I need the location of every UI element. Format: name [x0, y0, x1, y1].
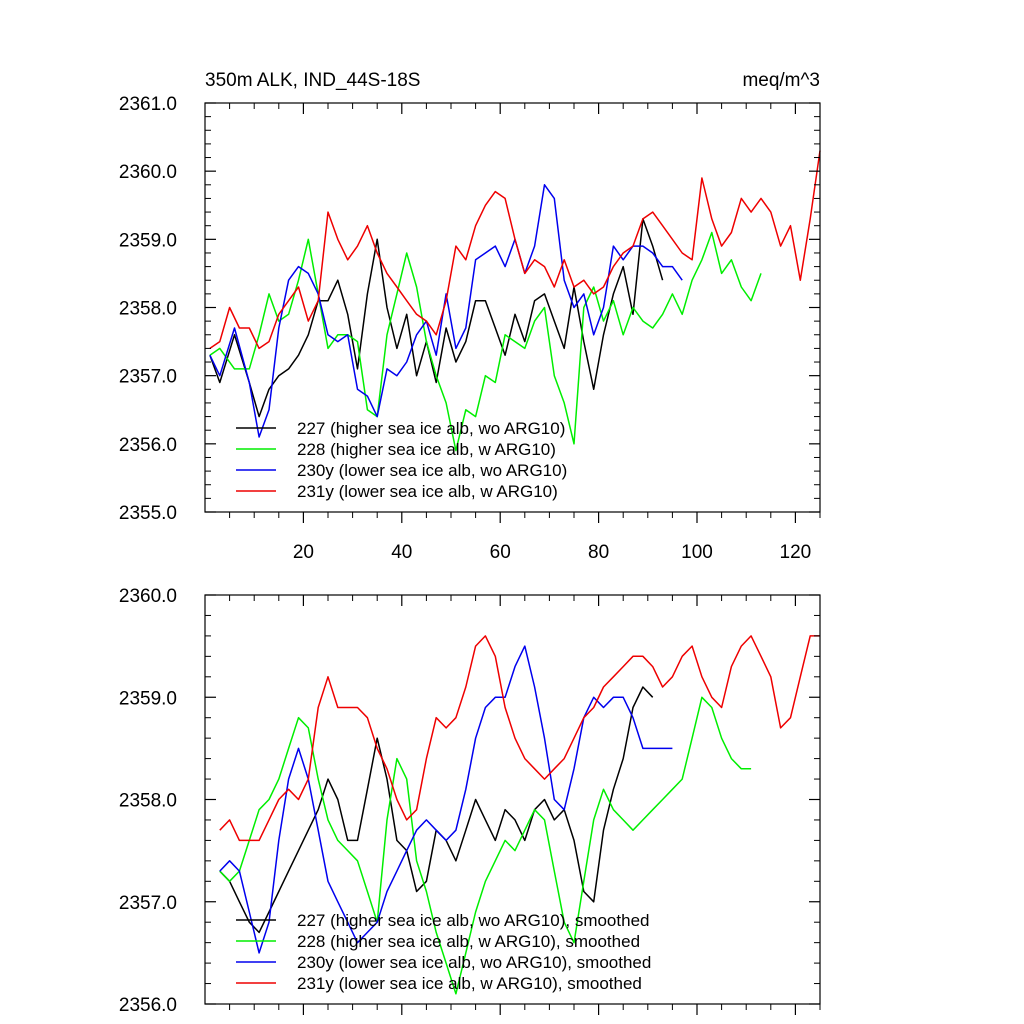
bottom-panel: 2356.0 2357.0 2358.0 2359.0 2360.0 227 (high… — [119, 586, 821, 1016]
series-line-1 — [219, 686, 654, 934]
y-tick-label: 2357.0 — [119, 893, 177, 914]
series-line-3 — [209, 184, 683, 438]
legend-label: 227 (higher sea ice alb, wo ARG10), smoo… — [297, 911, 649, 930]
bottom-panel-ticks: 2356.0 2357.0 2358.0 2359.0 2360.0 — [119, 586, 821, 1016]
legend-label: 228 (higher sea ice alb, w ARG10) — [297, 440, 556, 459]
y-tick-label: 2359.0 — [119, 688, 177, 709]
x-tick-label: 60 — [490, 542, 511, 563]
bottom-panel-series — [219, 635, 820, 995]
x-tick-label: 20 — [293, 542, 314, 563]
x-tick-label: 80 — [588, 542, 609, 563]
y-tick-label: 2356.0 — [119, 995, 177, 1016]
legend-label: 228 (higher sea ice alb, w ARG10), smoot… — [297, 932, 640, 951]
y-tick-label: 2359.0 — [119, 230, 177, 251]
top-panel-ticks: 2355.0 2356.0 2357.0 2358.0 2359.0 2360.0 2361… — [119, 94, 821, 563]
y-tick-label: 2358.0 — [119, 791, 177, 812]
x-tick-label: 100 — [681, 542, 713, 563]
y-tick-label: 2360.0 — [119, 586, 177, 607]
legend-label: 231y (lower sea ice alb, w ARG10), smoot… — [297, 974, 642, 993]
legend-label: 227 (higher sea ice alb, wo ARG10) — [297, 419, 565, 438]
series-line-1 — [209, 218, 664, 418]
y-tick-label: 2361.0 — [119, 94, 177, 115]
bottom-panel-legend: 227 (higher sea ice alb, wo ARG10), smoo… — [236, 911, 651, 993]
series-line-2 — [209, 231, 762, 452]
series-line-4 — [209, 150, 821, 350]
y-tick-label: 2357.0 — [119, 367, 177, 388]
x-tick-label: 120 — [780, 542, 812, 563]
y-tick-label: 2356.0 — [119, 435, 177, 456]
legend-label: 230y (lower sea ice alb, wo ARG10) — [297, 461, 567, 480]
legend-label: 230y (lower sea ice alb, wo ARG10), smoo… — [297, 953, 651, 972]
y-tick-label: 2355.0 — [119, 503, 177, 524]
top-panel-title: 350m ALK, IND_44S-18S — [205, 70, 420, 91]
legend-label: 231y (lower sea ice alb, w ARG10) — [297, 482, 558, 501]
series-line-4 — [219, 635, 820, 842]
series-line-2 — [219, 696, 752, 995]
top-panel-legend: 227 (higher sea ice alb, wo ARG10) 228 (h… — [236, 419, 567, 501]
y-tick-label: 2358.0 — [119, 299, 177, 320]
top-panel-units: meq/m^3 — [742, 70, 820, 91]
series-line-3 — [219, 645, 673, 954]
top-panel: 350m ALK, IND_44S-18S meq/m^3 2355.0 2356… — [119, 70, 821, 563]
top-panel-series — [209, 150, 821, 452]
x-tick-label: 40 — [391, 542, 412, 563]
y-tick-label: 2360.0 — [119, 162, 177, 183]
